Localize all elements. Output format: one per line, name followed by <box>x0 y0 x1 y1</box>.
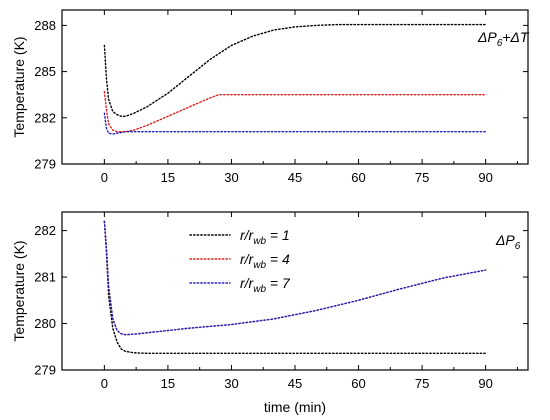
legend-label-3: r/rwb = 7 <box>240 275 291 295</box>
x-axis-label: time (min) <box>264 399 326 415</box>
y-axis-label: Temperature (K) <box>11 240 27 341</box>
x-tick-label: 30 <box>224 376 238 391</box>
x-tick-label: 60 <box>351 170 365 185</box>
x-tick-label: 30 <box>224 170 238 185</box>
series-line-1 <box>103 220 487 354</box>
x-tick-label: 60 <box>351 376 365 391</box>
x-tick-label: 45 <box>288 170 302 185</box>
bottom-panel: 0 15 30 45 60 75 90 279 280 281 282 Temperature (K)… <box>11 211 529 391</box>
x-tick-label: 15 <box>161 170 175 185</box>
x-tick-label: 75 <box>415 376 429 391</box>
panel-annotation: ΔP6+ΔT <box>477 29 530 49</box>
y-tick-label: 282 <box>34 110 56 125</box>
y-tick-label: 285 <box>34 64 56 79</box>
top-panel: 0 15 30 45 60 75 90 279 282 285 288 Temperature (K)… <box>11 9 530 185</box>
series-line-2 <box>103 90 487 133</box>
x-tick-label: 15 <box>161 376 175 391</box>
x-tick-label: 0 <box>101 376 108 391</box>
legend-label-1: r/rwb = 1 <box>240 227 290 247</box>
x-tick-label: 75 <box>415 170 429 185</box>
y-tick-label: 281 <box>34 270 56 285</box>
plot-frame <box>61 211 529 371</box>
series-line-3 <box>103 220 487 336</box>
legend-label-2: r/rwb = 4 <box>240 251 290 271</box>
y-axis-label: Temperature (K) <box>11 36 27 137</box>
series-line-2 <box>103 220 487 336</box>
panel-annotation: ΔP6 <box>495 232 521 252</box>
y-tick-label: 282 <box>34 223 56 238</box>
x-tick-label: 45 <box>288 376 302 391</box>
y-tick-label: 279 <box>34 157 56 172</box>
x-tick-label: 0 <box>101 170 108 185</box>
series-line-3 <box>103 112 487 135</box>
plot-frame <box>61 9 529 165</box>
x-tick-label: 90 <box>478 376 492 391</box>
x-tick-label: 90 <box>478 170 492 185</box>
y-tick-label: 280 <box>34 316 56 331</box>
series-line-1 <box>103 23 487 117</box>
y-tick-label: 279 <box>34 363 56 378</box>
y-tick-label: 288 <box>34 18 56 33</box>
